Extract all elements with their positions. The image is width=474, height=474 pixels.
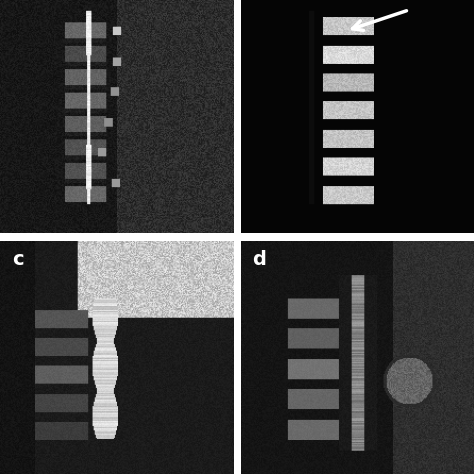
Text: c: c bbox=[12, 250, 23, 269]
Text: d: d bbox=[252, 250, 266, 269]
